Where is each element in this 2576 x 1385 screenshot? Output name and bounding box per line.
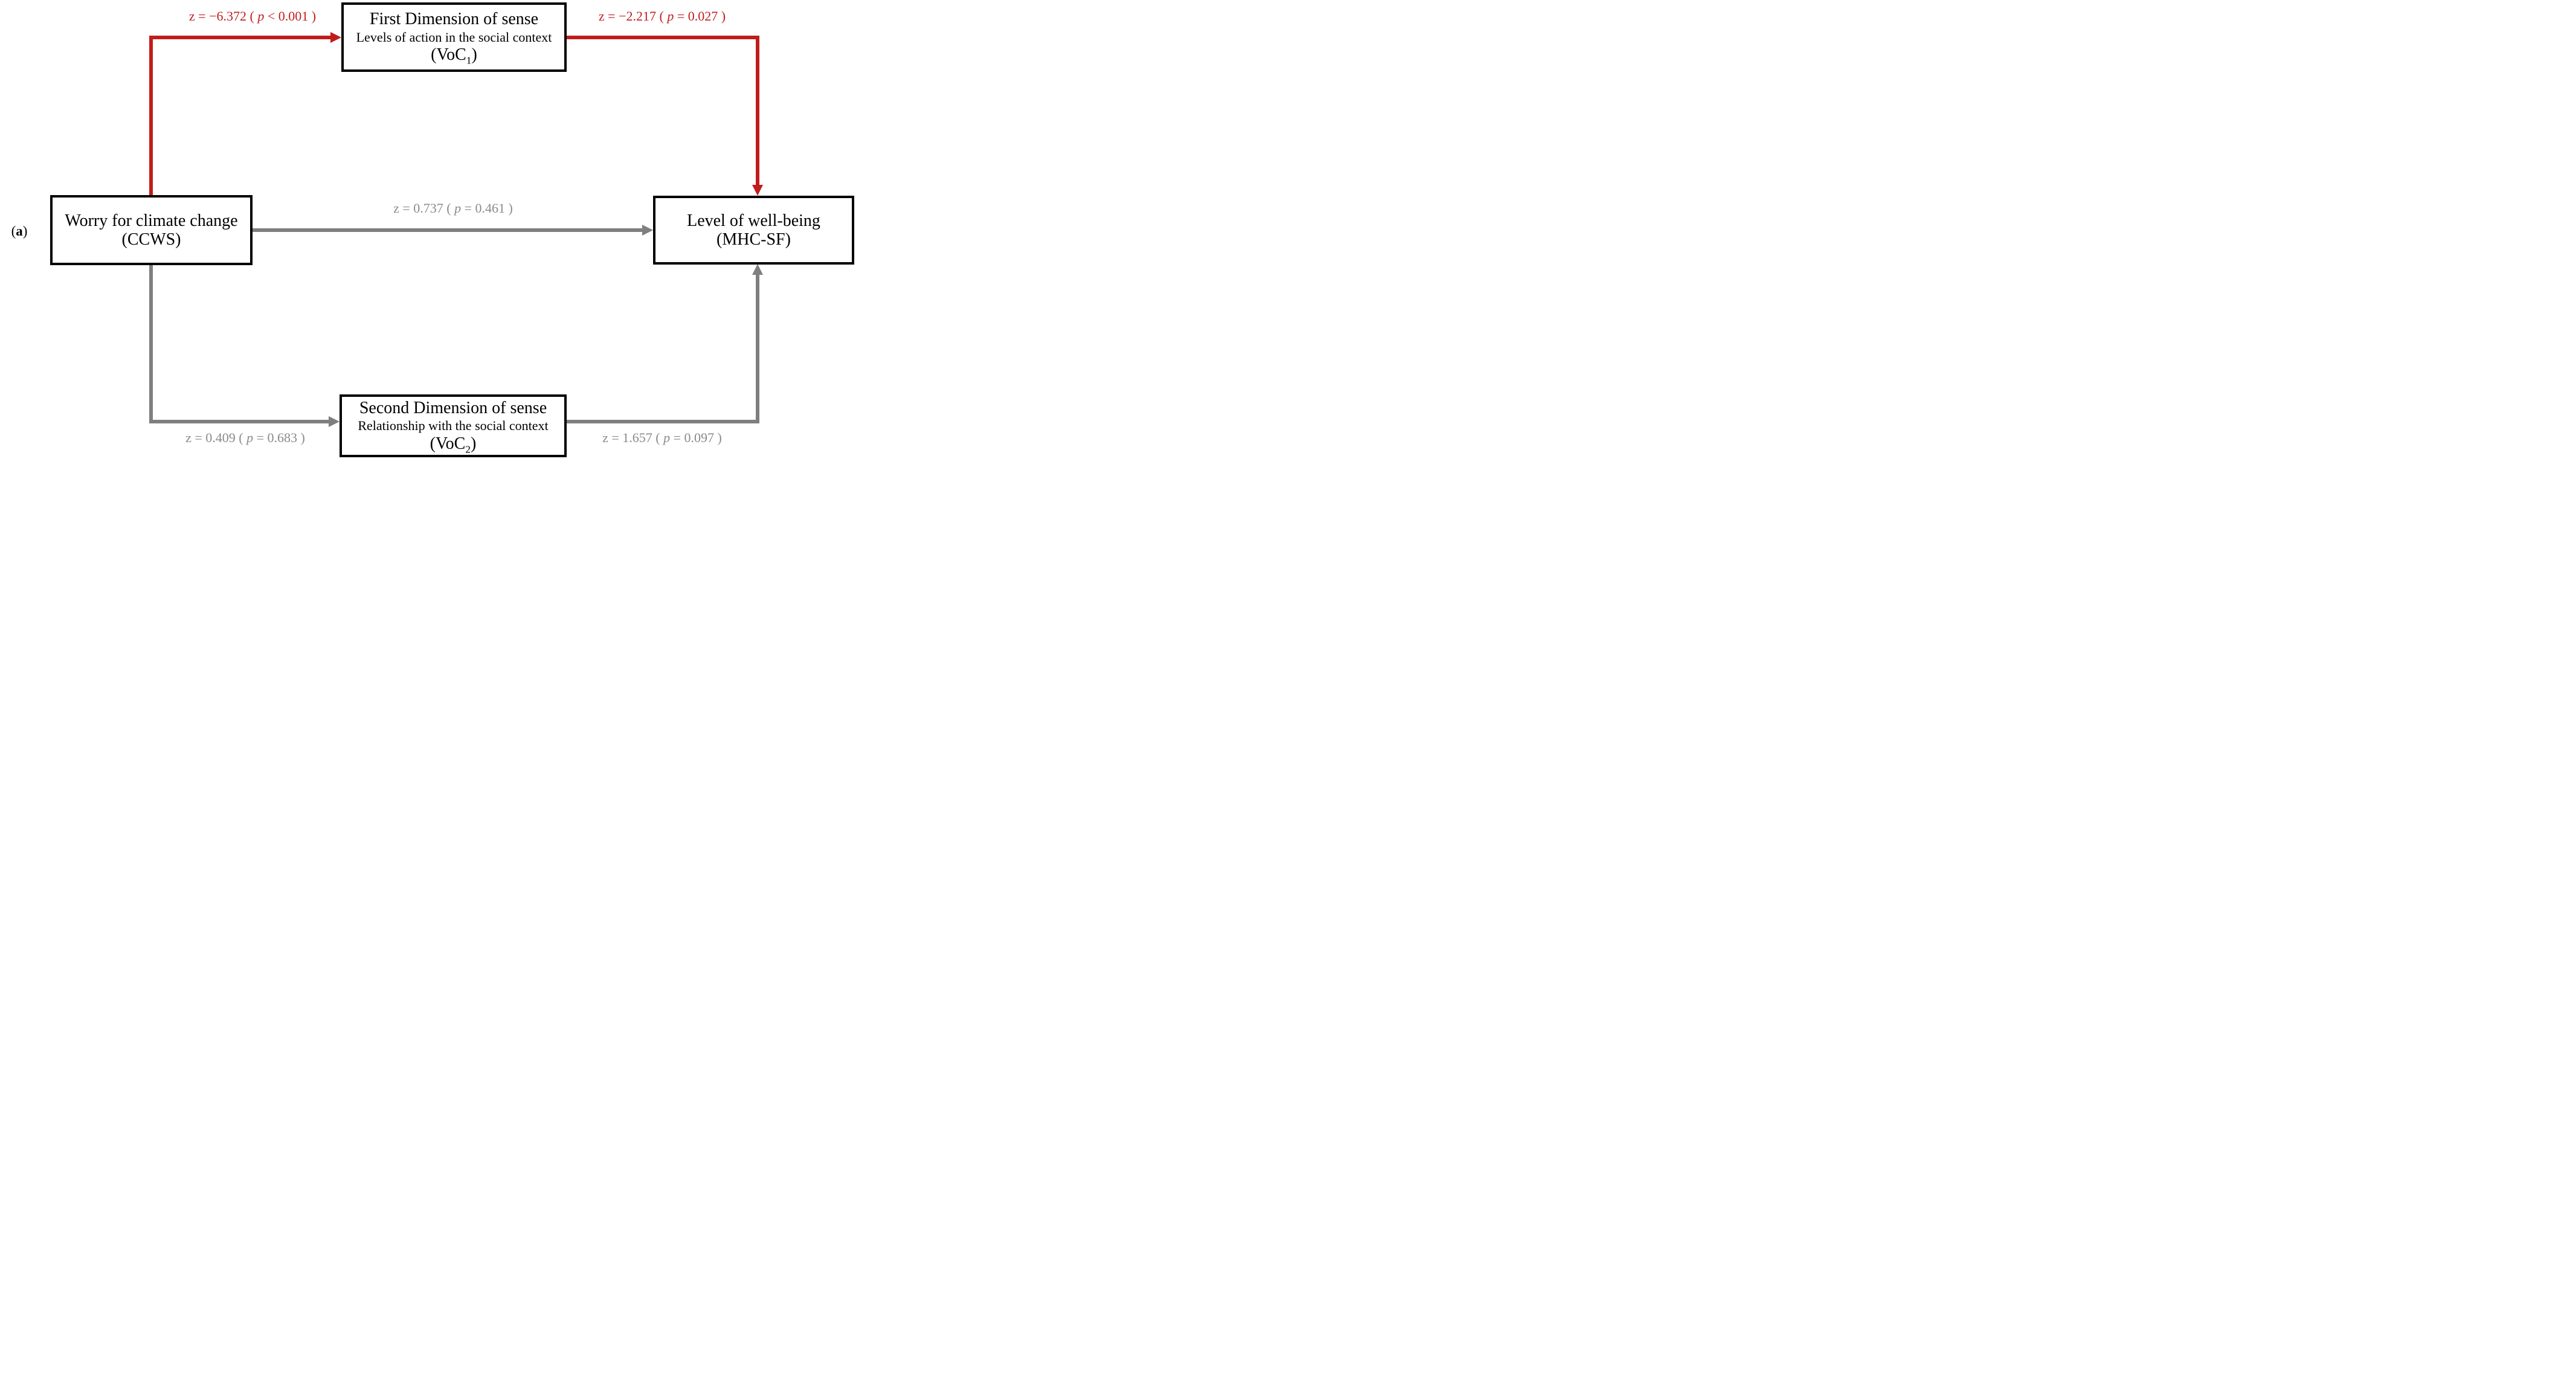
edge-voc1-mhcsf-z-text: z = −2.217 ( (598, 8, 668, 24)
edge-label-ccws-mhcsf: z = 0.737 ( p = 0.461 ) (362, 201, 544, 216)
edge-voc2-mhcsf-z-text: z = 1.657 ( (602, 430, 664, 445)
node-ccws-acronym: (CCWS) (121, 230, 181, 249)
node-voc2-title: Second Dimension of sense (359, 398, 547, 417)
edge-ccws-voc2-vertical-segment (149, 265, 153, 423)
node-first-dimension-voc1: First Dimension of sense Levels of actio… (341, 2, 567, 72)
edge-label-voc1-mhcsf: z = −2.217 ( p = 0.027 ) (572, 8, 753, 24)
node-level-wellbeing-mhcsf: Level of well-being (MHC-SF) (653, 196, 854, 265)
node-voc1-title: First Dimension of sense (369, 10, 539, 29)
node-ccws-title: Worry for climate change (65, 211, 238, 230)
mediation-path-diagram: (a) z = −6.372 ( p < 0.001 ) z = −2.217 … (0, 0, 858, 461)
node-second-dimension-voc2: Second Dimension of sense Relationship w… (340, 394, 567, 457)
panel-label: (a) (1, 223, 37, 239)
panel-label-letter: a (16, 223, 23, 239)
edge-ccws-voc1-arrowhead (330, 32, 341, 43)
edge-ccws-voc1-horizontal-segment (149, 36, 330, 39)
edge-voc1-mhcsf-arrowhead (752, 185, 763, 196)
edge-voc1-mhcsf-p-value-text: = 0.027 ) (674, 8, 726, 24)
edge-ccws-voc1-p-value-text: < 0.001 ) (264, 8, 317, 24)
node-voc2-acronym-pre: (VoC (430, 434, 466, 453)
node-voc2-acronym: (VoC2) (430, 434, 477, 455)
edge-ccws-mhcsf-p-value-text: = 0.461 ) (461, 201, 513, 216)
edge-ccws-voc2-arrowhead (329, 416, 340, 427)
edge-voc2-mhcsf-horizontal-segment (567, 420, 759, 423)
edge-label-ccws-voc2: z = 0.409 ( p = 0.683 ) (155, 430, 336, 446)
edge-ccws-mhcsf-z-text: z = 0.737 ( (393, 201, 455, 216)
node-voc1-acronym-post: ) (471, 45, 477, 65)
edge-voc1-mhcsf-p-symbol: p (667, 8, 674, 24)
edge-voc2-mhcsf-vertical-segment (756, 275, 759, 423)
edge-ccws-voc2-p-symbol: p (246, 430, 254, 445)
edge-ccws-voc2-horizontal-segment (149, 420, 329, 423)
edge-ccws-voc1-z-text: z = −6.372 ( (188, 8, 258, 24)
edge-ccws-voc1-p-symbol: p (257, 8, 265, 24)
node-mhcsf-acronym: (MHC-SF) (716, 230, 791, 249)
panel-label-open-paren: ( (11, 223, 16, 239)
edge-ccws-voc2-p-value-text: = 0.683 ) (253, 430, 305, 445)
edge-label-ccws-voc1: z = −6.372 ( p < 0.001 ) (162, 8, 343, 24)
panel-label-close-paren: ) (22, 223, 28, 239)
node-voc1-subtitle: Levels of action in the social context (356, 29, 552, 45)
edge-ccws-voc1-vertical-segment (149, 36, 153, 195)
edge-ccws-mhcsf-line (253, 228, 643, 232)
edge-voc2-mhcsf-arrowhead (752, 264, 763, 275)
edge-voc2-mhcsf-p-value-text: = 0.097 ) (670, 430, 722, 445)
edge-voc1-mhcsf-vertical-segment (756, 36, 759, 185)
node-voc1-acronym: (VoC1) (431, 45, 477, 66)
edge-ccws-voc2-z-text: z = 0.409 ( (185, 430, 247, 445)
node-voc2-subtitle: Relationship with the social context (358, 418, 549, 434)
node-voc2-acronym-post: ) (470, 434, 477, 453)
node-voc1-acronym-subscript: 1 (466, 54, 472, 66)
edge-voc2-mhcsf-p-symbol: p (663, 430, 671, 445)
node-voc2-acronym-subscript: 2 (465, 443, 471, 455)
node-voc1-acronym-pre: (VoC (431, 45, 466, 65)
edge-ccws-mhcsf-p-symbol: p (454, 201, 462, 216)
edge-voc1-mhcsf-horizontal-segment (567, 36, 759, 39)
node-mhcsf-title: Level of well-being (687, 211, 820, 230)
edge-label-voc2-mhcsf: z = 1.657 ( p = 0.097 ) (572, 430, 753, 446)
edge-ccws-mhcsf-arrowhead (642, 225, 653, 236)
node-worry-climate-ccws: Worry for climate change (CCWS) (50, 195, 253, 265)
